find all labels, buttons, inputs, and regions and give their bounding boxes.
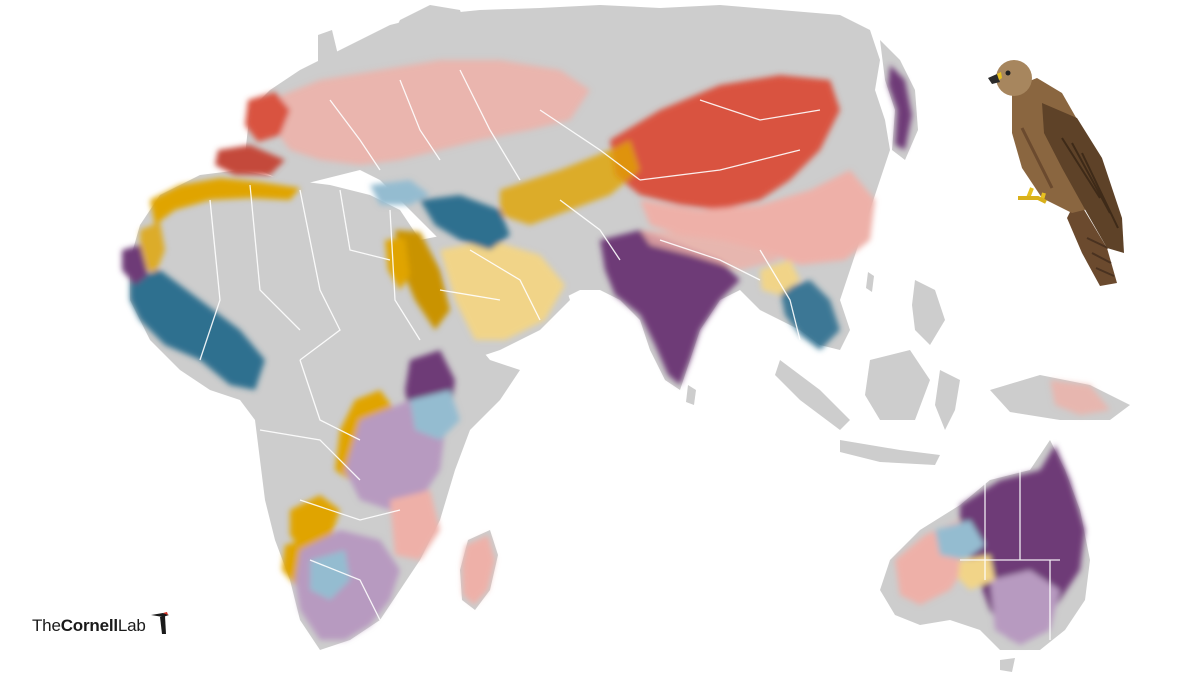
bird-cere [997,72,1002,80]
land-sulawesi [935,370,960,430]
land-britain [318,30,338,72]
logo-the: The [32,616,61,635]
range-guinea-resident [130,270,265,390]
range-new-guinea-breeding [1050,380,1110,415]
range-mozambique-breeding [390,490,440,560]
bird-feet [1018,196,1047,204]
land-sri-lanka [686,385,696,405]
range-nile-migration [385,238,410,290]
range-australia-light-nonbreeding [990,570,1060,645]
bird-tail-bars [1086,237,1115,277]
bird-wing-feathers [1061,137,1119,229]
range-india-nonbreeding [600,230,740,385]
range-levant-resident [420,195,510,250]
range-sahel-migration [150,178,300,225]
land-sumatra [775,360,850,430]
bird-tail [1067,198,1117,286]
range-arabia-migration [440,240,565,340]
land-java [840,440,940,465]
land-taiwan [866,272,874,292]
range-anatolia-resident [370,180,430,205]
range-iberia-breeding [245,92,290,142]
land-scandinavia [380,5,470,70]
land-borneo [865,350,930,420]
land-tasmania [1000,658,1015,672]
range-indochina-migration [760,260,800,295]
logo-lab: Lab [117,616,146,635]
country-borders [199,69,1060,640]
logo-cornell: Cornell [60,616,118,635]
cornell-lab-logo: The Cornell Lab [32,612,171,636]
range-nw-africa-breeding [215,145,285,175]
range-red-sea-migration [395,230,450,330]
range-japan-nonbreeding [888,65,912,150]
land-philippines [912,280,945,345]
bird-breast [1020,127,1054,189]
range-europe-breeding [270,60,590,165]
range-madagascar-breeding [462,535,495,605]
woodpecker-icon [150,612,169,634]
bird-beak [988,74,1000,84]
range-australia-resident [935,520,985,560]
range-australia-migration [958,555,995,590]
range-china-breeding [640,170,875,265]
black-kite-bird-illustration [988,60,1124,286]
range-kenya-resident [410,390,460,440]
bird-eye [1005,70,1011,76]
range-senegal-nonbreeding [122,245,148,285]
range-botswana-resident [310,550,350,600]
range-west-africa-migration [140,222,165,275]
bird-head [996,60,1032,96]
range-himalaya-breeding [640,230,780,270]
range-middle-east-migration [500,140,640,225]
range-indochina-resident [780,280,840,350]
